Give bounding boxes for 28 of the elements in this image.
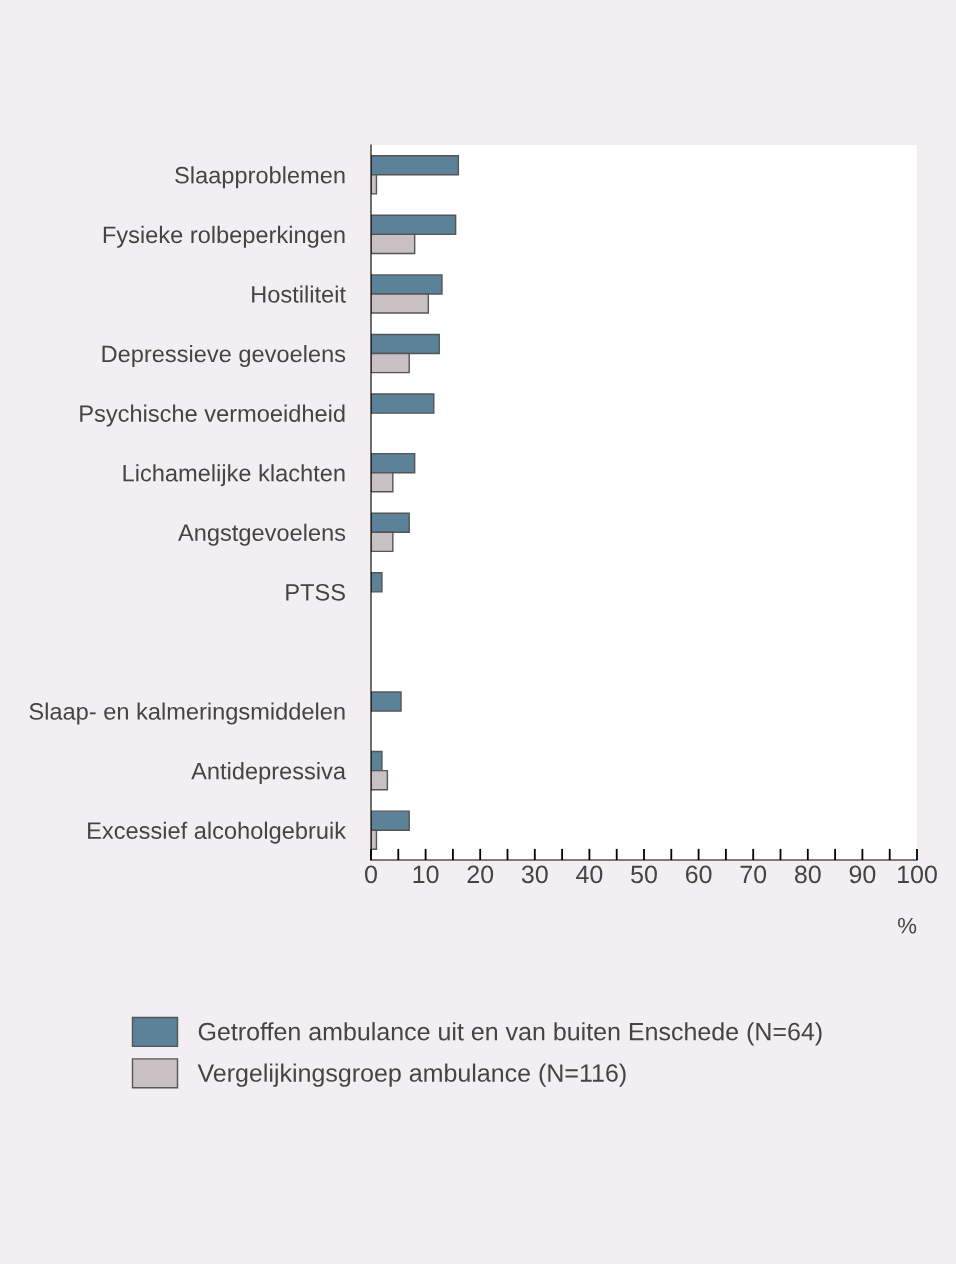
x-tick-label: 30 — [521, 865, 548, 884]
y-tick-label: Psychische vermoeidheid — [80, 404, 345, 427]
y-tick-label: Excessief alcoholgebruik — [88, 821, 347, 844]
x-tick-label: 0 — [365, 865, 377, 884]
bar — [371, 572, 383, 593]
y-tick-label: Hostiliteit — [252, 285, 346, 303]
x-tick-label: 20 — [467, 865, 494, 884]
x-axis-title: % — [898, 917, 917, 934]
y-tick-label: Fysieke rolbeperkingen — [103, 225, 345, 248]
y-tick-label: Slaapproblemen — [175, 166, 345, 189]
y-tick-label: Lichamelijke klachten — [123, 464, 345, 487]
x-tick-label: 100 — [898, 865, 937, 884]
y-tick-label: PTSS — [286, 583, 345, 601]
y-tick-label: Depressieve gevoelens — [102, 344, 346, 367]
legend-label: Getroffen ambulance uit en van buiten Enschede (N=64) — [198, 1022, 822, 1046]
x-tick-label: 10 — [413, 865, 439, 884]
x-tick-label: 90 — [849, 865, 876, 884]
x-tick-label: 40 — [576, 865, 603, 884]
bar — [371, 691, 402, 712]
x-tick-label: 60 — [685, 865, 712, 884]
x-tick-label: 80 — [794, 865, 821, 884]
y-tick-label: Slaap- en kalmeringsmiddelen — [29, 702, 345, 725]
y-tick-label: Antidepressiva — [191, 762, 347, 785]
legend-label: Vergelijkingsgroep ambulance (N=116) — [197, 1063, 626, 1087]
y-tick-label: Angstgevoelens — [178, 523, 346, 546]
bar — [371, 393, 435, 414]
x-tick-label: 50 — [631, 865, 657, 884]
x-tick-label: 70 — [740, 865, 767, 884]
